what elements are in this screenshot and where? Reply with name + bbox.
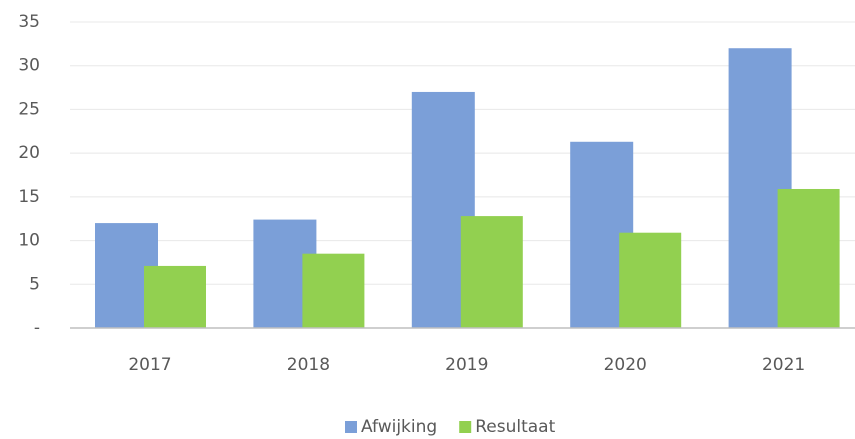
y-tick-label: 25 — [18, 99, 40, 119]
x-tick-label: 2020 — [604, 355, 647, 375]
bar — [460, 216, 523, 328]
y-tick-label: 35 — [18, 12, 40, 32]
legend-label: Resultaat — [475, 417, 555, 437]
x-tick-label: 2017 — [128, 355, 171, 375]
y-tick-label: - — [34, 318, 40, 338]
y-tick-label: 15 — [18, 187, 40, 207]
y-tick-label: 10 — [18, 231, 40, 251]
y-tick-label: 30 — [18, 56, 40, 76]
bar — [302, 253, 365, 328]
x-tick-label: 2019 — [445, 355, 488, 375]
legend-swatch — [459, 421, 472, 433]
y-tick-label: 5 — [29, 274, 40, 294]
bar — [777, 188, 840, 328]
x-tick-label: 2021 — [762, 355, 805, 375]
bar — [619, 232, 682, 328]
bar — [144, 265, 206, 328]
y-tick-label: 20 — [18, 143, 40, 163]
x-tick-label: 2018 — [287, 355, 330, 375]
legend-label: Afwijking — [361, 417, 437, 437]
legend-swatch — [345, 421, 357, 433]
